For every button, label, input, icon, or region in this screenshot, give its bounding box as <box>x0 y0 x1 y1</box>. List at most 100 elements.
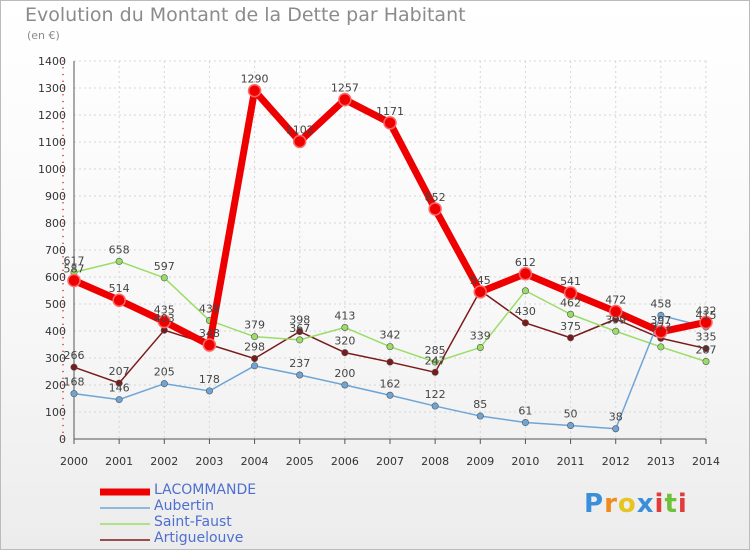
data-label: 162 <box>380 377 401 390</box>
data-point <box>292 134 307 149</box>
data-label: 587 <box>64 263 85 276</box>
x-tick-label: 2002 <box>150 455 178 468</box>
y-minor-tick <box>62 438 64 440</box>
y-minor-tick <box>62 390 64 393</box>
data-point <box>702 345 710 353</box>
y-minor-tick <box>62 114 64 116</box>
y-minor-tick <box>62 222 64 224</box>
y-minor-tick <box>62 262 64 265</box>
y-minor-tick <box>62 100 64 103</box>
y-minor-tick <box>62 431 64 434</box>
data-label: 1171 <box>376 105 404 118</box>
y-tick-label: 600 <box>45 271 66 284</box>
data-point <box>702 358 710 366</box>
data-point <box>521 419 529 427</box>
logo-letter: r <box>604 489 618 519</box>
x-tick-label: 2009 <box>466 455 494 468</box>
data-point <box>563 286 578 300</box>
y-minor-tick <box>62 147 64 150</box>
y-minor-tick <box>62 417 64 420</box>
data-point <box>205 387 213 395</box>
y-minor-tick <box>62 303 64 305</box>
y-minor-tick <box>62 66 64 69</box>
data-point <box>70 390 78 398</box>
y-minor-tick <box>62 134 64 137</box>
x-tick-label: 2000 <box>60 455 88 468</box>
data-point <box>296 328 304 336</box>
y-minor-tick <box>62 289 64 292</box>
data-label: 458 <box>650 297 671 310</box>
data-label: 285 <box>425 344 446 357</box>
logo-letter: x <box>636 489 655 519</box>
data-label: 287 <box>696 344 717 357</box>
data-label: 462 <box>560 296 581 309</box>
data-label: 247 <box>425 354 446 367</box>
data-point <box>431 402 439 410</box>
y-minor-tick <box>62 397 64 400</box>
data-label: 658 <box>109 243 130 256</box>
data-point <box>251 362 259 370</box>
data-label: 367 <box>289 322 310 335</box>
data-label: 430 <box>515 305 536 318</box>
data-label: 146 <box>109 382 130 395</box>
x-tick-label: 2014 <box>692 455 720 468</box>
x-tick-label: 2004 <box>241 455 269 468</box>
data-point <box>521 319 529 327</box>
data-point <box>657 343 665 351</box>
y-minor-tick <box>62 249 64 251</box>
data-label: 397 <box>650 314 671 327</box>
data-point <box>567 310 575 318</box>
y-minor-tick <box>62 154 64 157</box>
data-label: 379 <box>244 319 265 332</box>
x-tick-label: 2006 <box>331 455 359 468</box>
data-label: 1290 <box>241 73 269 86</box>
data-label: 399 <box>605 313 626 326</box>
y-minor-tick <box>62 93 64 96</box>
data-label: 266 <box>64 349 85 362</box>
x-tick-label: 2013 <box>647 455 675 468</box>
y-minor-tick <box>62 80 64 83</box>
x-tick-label: 2010 <box>511 455 539 468</box>
y-minor-tick <box>62 228 64 231</box>
y-tick-label: 800 <box>45 217 66 230</box>
y-minor-tick <box>62 343 64 346</box>
y-minor-tick <box>62 127 64 130</box>
y-tick-label: 700 <box>45 244 66 257</box>
data-label: 207 <box>109 365 130 378</box>
y-minor-tick <box>62 404 64 407</box>
legend-label: Aubertin <box>154 498 214 514</box>
proxiti-logo: Proxiti <box>584 489 688 519</box>
data-label: 38 <box>609 411 623 424</box>
x-tick-label: 2001 <box>105 455 133 468</box>
data-label: 339 <box>470 329 491 342</box>
y-minor-tick <box>62 363 64 366</box>
data-label: 205 <box>154 366 175 379</box>
y-minor-tick <box>62 282 64 285</box>
data-label: 342 <box>380 329 401 342</box>
y-minor-tick <box>62 87 64 89</box>
data-point <box>386 391 394 399</box>
y-minor-tick <box>62 309 64 312</box>
logo-letter: P <box>584 489 605 519</box>
y-minor-tick <box>62 330 64 332</box>
data-point <box>67 273 81 288</box>
x-tick-label: 2011 <box>557 455 585 468</box>
data-point <box>518 267 533 281</box>
y-tick-label: 1100 <box>38 136 66 149</box>
legend-swatch <box>100 507 150 509</box>
data-point <box>654 325 668 339</box>
legend-swatch <box>100 523 150 525</box>
data-label: 432 <box>696 304 717 317</box>
data-label: 237 <box>289 357 310 370</box>
data-point <box>657 311 665 319</box>
data-label: 1102 <box>286 123 314 136</box>
y-minor-tick <box>62 424 64 427</box>
y-minor-tick <box>62 181 64 184</box>
data-point <box>612 327 620 335</box>
data-point <box>567 421 575 429</box>
data-label: 178 <box>199 373 220 386</box>
y-minor-tick <box>62 107 64 110</box>
data-point <box>612 425 620 433</box>
data-label: 335 <box>696 331 717 344</box>
